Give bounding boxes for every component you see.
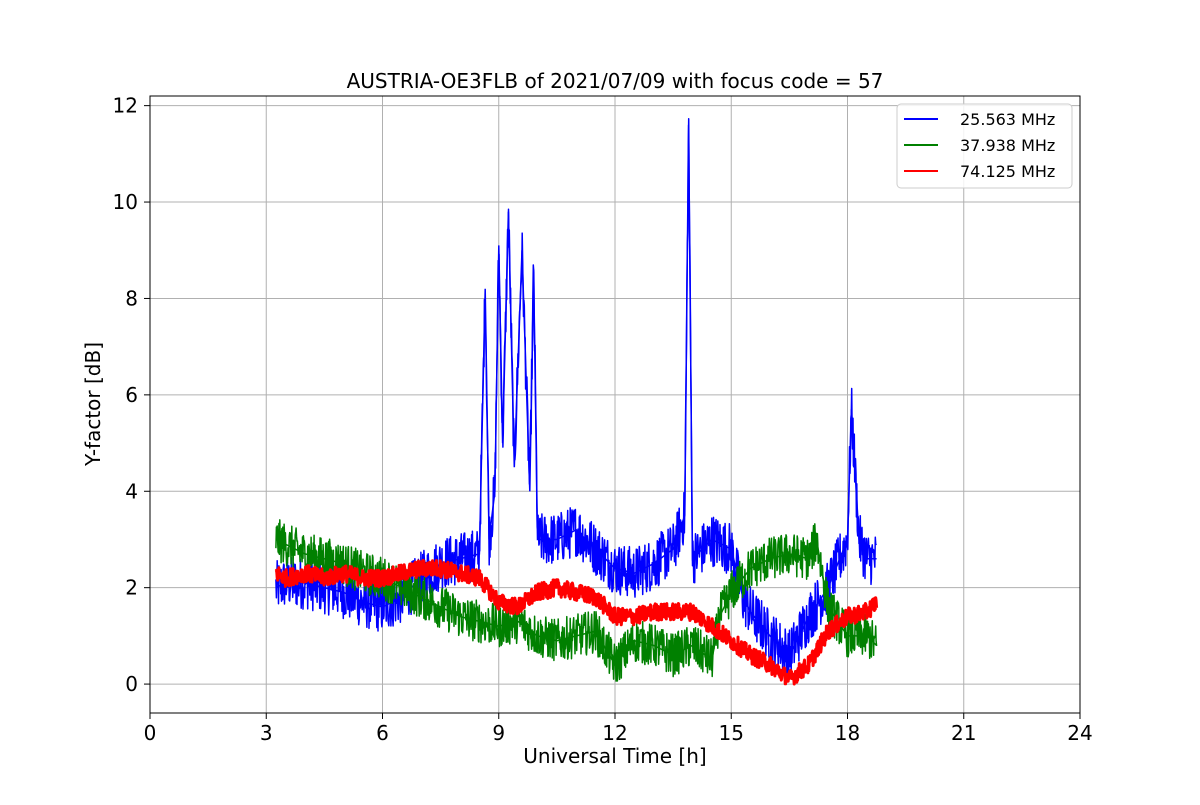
y-tick-label: 6 <box>125 383 138 407</box>
series-line-1 <box>275 118 877 682</box>
y-tick-label: 8 <box>125 286 138 310</box>
x-axis-label: Universal Time [h] <box>523 744 706 768</box>
x-tick-label: 0 <box>144 721 157 745</box>
legend-box <box>896 103 1073 189</box>
y-tick-label: 4 <box>125 479 138 503</box>
x-tick-label: 21 <box>951 721 976 745</box>
x-tick-label: 9 <box>492 721 505 745</box>
x-tick-label: 24 <box>1067 721 1092 745</box>
y-tick-label: 2 <box>125 576 138 600</box>
x-tick-label: 15 <box>719 721 744 745</box>
y-tick-label: 12 <box>113 94 138 118</box>
y-tick-label: 0 <box>125 672 138 696</box>
legend: 25.563 MHz 37.938 MHz 74.125 MHz <box>896 103 1073 189</box>
series-layer <box>274 118 879 686</box>
x-tick-label: 18 <box>835 721 860 745</box>
legend-label-2: 37.938 MHz <box>960 136 1055 155</box>
x-tick-label: 3 <box>260 721 273 745</box>
legend-label-1: 25.563 MHz <box>960 110 1055 129</box>
legend-label-3: 74.125 MHz <box>960 162 1055 181</box>
x-tick-label: 6 <box>376 721 389 745</box>
chart-title: AUSTRIA-OE3FLB of 2021/07/09 with focus … <box>347 69 884 93</box>
series-envelope-3 <box>275 567 878 681</box>
y-axis-label: Y-factor [dB] <box>81 342 105 467</box>
x-tick-label: 12 <box>602 721 627 745</box>
y-tick-label: 10 <box>113 190 138 214</box>
series-line-2 <box>275 519 878 682</box>
series-line-3 <box>274 558 879 686</box>
